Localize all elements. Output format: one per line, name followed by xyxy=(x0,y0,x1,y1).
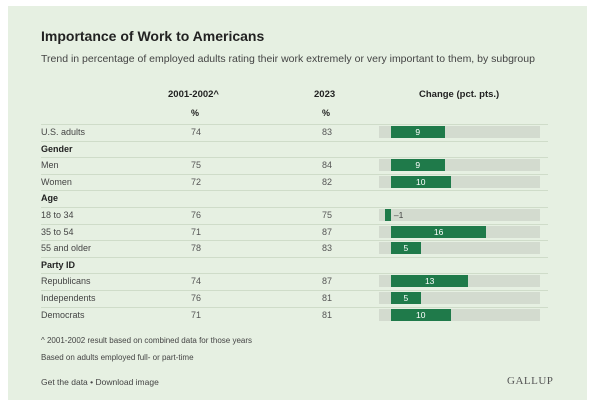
value-2001: 78 xyxy=(191,243,202,254)
value-2001: 75 xyxy=(191,160,202,171)
row-label: 18 to 34 xyxy=(41,210,74,220)
table-row: Republicans 74 87 13 xyxy=(8,274,587,290)
change-bar xyxy=(390,159,445,172)
change-bar-track: 9 xyxy=(379,159,540,172)
footnote-caret: ^ 2001-2002 result based on combined dat… xyxy=(41,336,252,345)
change-value: 10 xyxy=(416,176,426,187)
change-value: –1 xyxy=(393,210,404,220)
section-heading: Gender xyxy=(41,143,73,154)
row-label: Democrats xyxy=(41,309,85,320)
change-bar-track: –1 xyxy=(379,209,540,221)
change-bar-track: 5 xyxy=(379,242,540,255)
chart-subtitle: Trend in percentage of employed adults r… xyxy=(41,53,535,65)
table-row: 18 to 34 76 75 –1 xyxy=(8,208,587,224)
change-value: 16 xyxy=(433,226,444,237)
change-bar xyxy=(390,175,451,188)
value-2023: 81 xyxy=(322,293,333,303)
table-row: Democrats 71 81 10 xyxy=(8,308,587,324)
change-value: 9 xyxy=(415,160,421,171)
row-divider xyxy=(41,140,548,142)
row-divider xyxy=(41,223,548,225)
footnote-base: Based on adults employed full- or part-t… xyxy=(41,353,194,362)
row-divider xyxy=(41,256,548,258)
row-divider xyxy=(41,157,548,159)
row-divider xyxy=(41,207,548,208)
change-bar-track: 10 xyxy=(379,175,540,188)
change-bar-track: 13 xyxy=(379,275,540,288)
value-2001: 71 xyxy=(191,309,202,320)
value-2023: 87 xyxy=(322,226,333,237)
footer-links: Get the data • Download image xyxy=(41,377,159,387)
change-bar xyxy=(390,242,421,255)
value-2023: 81 xyxy=(322,309,333,320)
change-bar xyxy=(390,308,451,321)
row-divider xyxy=(41,190,548,192)
section-row: Gender xyxy=(8,142,587,158)
column-header-2001: 2001-2002^ xyxy=(168,89,219,100)
unit-label-2001: % xyxy=(191,108,200,118)
value-2023: 87 xyxy=(322,276,333,287)
change-value: 10 xyxy=(416,309,426,320)
value-2001: 74 xyxy=(191,127,202,137)
row-label: Republicans xyxy=(41,276,91,287)
value-2023: 84 xyxy=(322,160,333,171)
change-bar xyxy=(390,292,421,304)
table-row: Men 75 84 9 xyxy=(8,158,587,174)
change-value: 13 xyxy=(424,276,435,287)
get-data-link[interactable]: Get the data xyxy=(41,377,88,387)
column-header-2023: 2023 xyxy=(314,89,336,100)
value-2001: 74 xyxy=(191,276,202,287)
column-header-change: Change (pct. pts.) xyxy=(419,89,500,100)
download-image-link[interactable]: Download image xyxy=(95,377,159,387)
row-label: 35 to 54 xyxy=(41,226,74,237)
value-2023: 83 xyxy=(322,243,333,254)
chart-panel: Importance of Work to Americans Trend in… xyxy=(8,6,587,400)
row-divider xyxy=(41,173,548,175)
value-2023: 82 xyxy=(322,176,333,187)
change-bar-track: 5 xyxy=(379,292,540,304)
row-label: U.S. adults xyxy=(41,127,86,137)
value-2023: 83 xyxy=(322,127,333,137)
table-row: Women 72 82 10 xyxy=(8,175,587,191)
change-bar xyxy=(390,275,469,288)
section-row: Age xyxy=(8,191,587,207)
chart-title: Importance of Work to Americans xyxy=(41,28,265,44)
change-value: 5 xyxy=(403,293,409,303)
row-label: 55 and older xyxy=(41,243,92,254)
unit-label-2023: % xyxy=(322,108,331,118)
change-value: 9 xyxy=(415,127,421,137)
table-row: U.S. adults 74 83 9 xyxy=(8,125,587,141)
change-bar-track: 9 xyxy=(379,126,540,138)
section-heading: Age xyxy=(41,193,59,204)
change-bar xyxy=(390,126,445,138)
row-label: Women xyxy=(41,176,72,187)
change-bar xyxy=(384,209,391,221)
gallup-logo: GALLUP xyxy=(507,375,554,387)
change-bar-track: 10 xyxy=(379,308,540,321)
section-heading: Party ID xyxy=(41,259,76,270)
table-row: 55 and older 78 83 5 xyxy=(8,241,587,257)
row-divider xyxy=(41,306,548,308)
row-divider xyxy=(41,290,548,291)
change-bar-track: 16 xyxy=(379,225,540,238)
value-2023: 75 xyxy=(322,210,333,220)
value-2001: 72 xyxy=(191,176,202,187)
value-2001: 76 xyxy=(191,293,202,303)
value-2001: 76 xyxy=(191,210,202,220)
section-row: Party ID xyxy=(8,258,587,274)
link-separator: • xyxy=(87,377,96,387)
row-label: Men xyxy=(41,160,59,171)
value-2001: 71 xyxy=(191,226,202,237)
change-value: 5 xyxy=(403,243,409,254)
change-bar xyxy=(390,225,487,238)
row-divider xyxy=(41,240,548,242)
row-divider xyxy=(41,124,548,125)
table-row: Independents 76 81 5 xyxy=(8,291,587,307)
table-row: 35 to 54 71 87 16 xyxy=(8,225,587,241)
row-label: Independents xyxy=(41,293,96,303)
row-divider xyxy=(41,273,548,275)
